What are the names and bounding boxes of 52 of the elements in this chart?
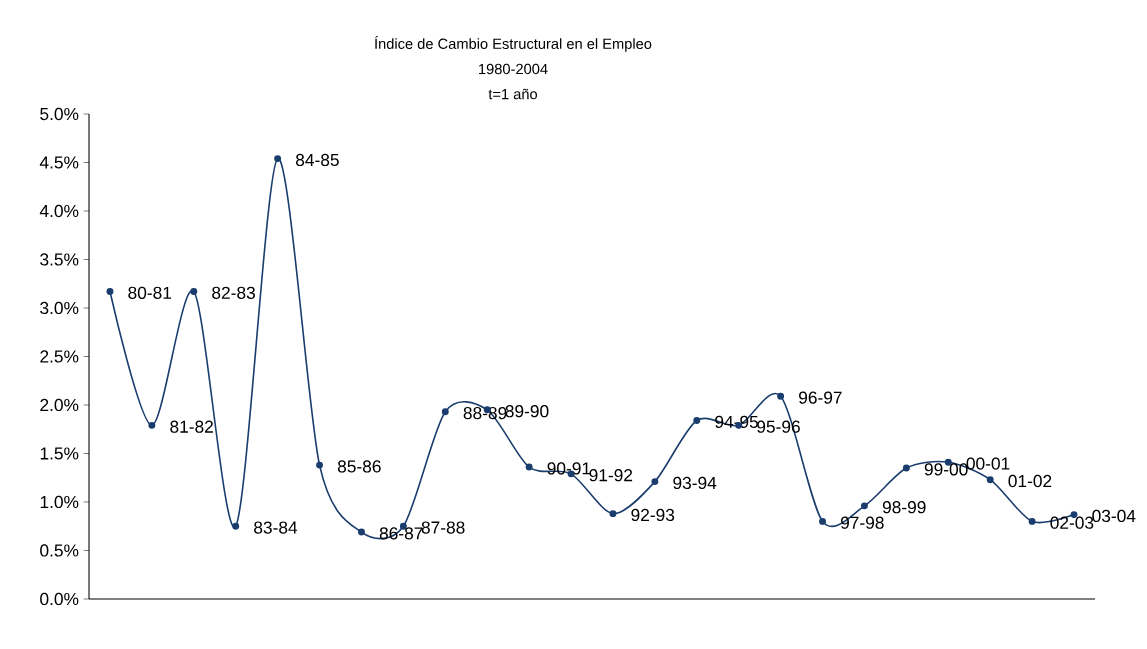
point [190,288,198,295]
point [777,392,785,400]
data-label: 96-97 [799,391,842,404]
data-label: 87-88 [421,521,465,534]
y-tick-label: 0.5% [40,544,79,557]
point [525,463,533,471]
point [106,288,114,295]
y-tick-label: 4.0% [39,204,79,218]
data-label: 97-98 [840,516,884,529]
data-label: 00-01 [966,457,1010,470]
point [441,408,449,416]
point [609,510,617,518]
y-tick-label: 0.0% [40,592,79,606]
y-tick-label: 2.5% [40,350,79,363]
data-label: 84-85 [295,153,339,167]
point [358,528,365,536]
chart-title: Índice de Cambio Estructural en el Empleo [375,36,652,52]
point [819,517,827,525]
data-label: 93-94 [673,476,717,490]
data-label: 81-82 [170,420,213,433]
y-tick-label: 3.0% [40,301,79,315]
data-label: 89-90 [505,405,549,418]
data-label: 82-83 [212,286,255,299]
data-label: 98-99 [882,501,926,514]
point [902,464,910,472]
y-tick-label: 2.0% [40,398,79,412]
y-tick-label: 1.0% [40,495,79,509]
y-tick-label: 4.5% [39,156,79,169]
data-label: 90-91 [547,462,591,475]
y-tick-label: 5.0% [40,107,79,121]
point [316,461,324,469]
data-label: 83-84 [254,521,298,534]
point [148,421,156,429]
data-label: 92-93 [631,508,675,522]
y-tick-label: 3.5% [40,253,79,266]
point [651,478,659,486]
data-label: 02-03 [1050,516,1094,529]
point [986,476,994,484]
data-label: 91-92 [589,469,633,482]
point [274,155,282,163]
text: t=1 año [488,88,538,100]
point [1028,517,1036,525]
data-label: 01-02 [1008,474,1052,488]
point [693,417,701,424]
point [860,502,868,510]
data-label: 99-00 [924,463,968,476]
data-label: 03-04 [1092,509,1136,523]
chart-subtitle: 1980-2004 [479,63,548,75]
y-tick-label: 1.5% [40,447,79,460]
data-label: 85-86 [337,460,381,473]
data-label: 80-81 [128,286,172,299]
point [232,522,240,530]
